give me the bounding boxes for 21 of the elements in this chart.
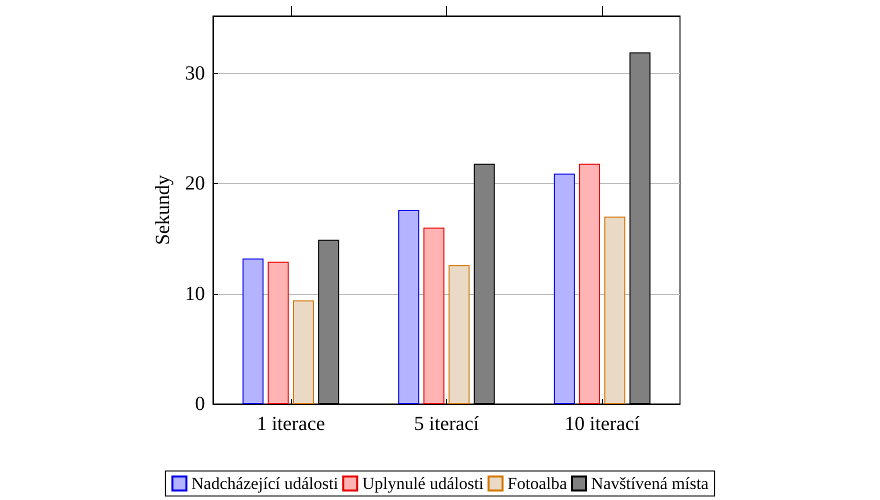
- legend-label: Navštívená místa: [591, 474, 710, 493]
- bar: [423, 228, 444, 404]
- bar: [448, 265, 470, 404]
- x-tick-label: 5 iterací: [414, 413, 480, 435]
- legend-label: Fotoalba: [508, 474, 568, 493]
- x-tick-label: 1 iterace: [256, 413, 326, 435]
- y-tick-label: 0: [195, 393, 205, 415]
- bar: [292, 300, 314, 404]
- y-axis-title: Sekundy: [152, 175, 174, 245]
- bar: [242, 258, 264, 404]
- legend-label: Nadcházející události: [191, 474, 338, 493]
- y-tick-label: 10: [185, 282, 205, 305]
- bar: [604, 216, 626, 404]
- y-tick-label: 30: [185, 62, 205, 84]
- bar: [398, 210, 420, 404]
- bar: [554, 174, 575, 404]
- bar: [268, 262, 289, 404]
- bar: [579, 164, 600, 404]
- y-tick-label: 20: [185, 172, 205, 195]
- legend-label: Uplynulé události: [362, 474, 484, 493]
- x-tick-label: 10 iterací: [564, 413, 640, 435]
